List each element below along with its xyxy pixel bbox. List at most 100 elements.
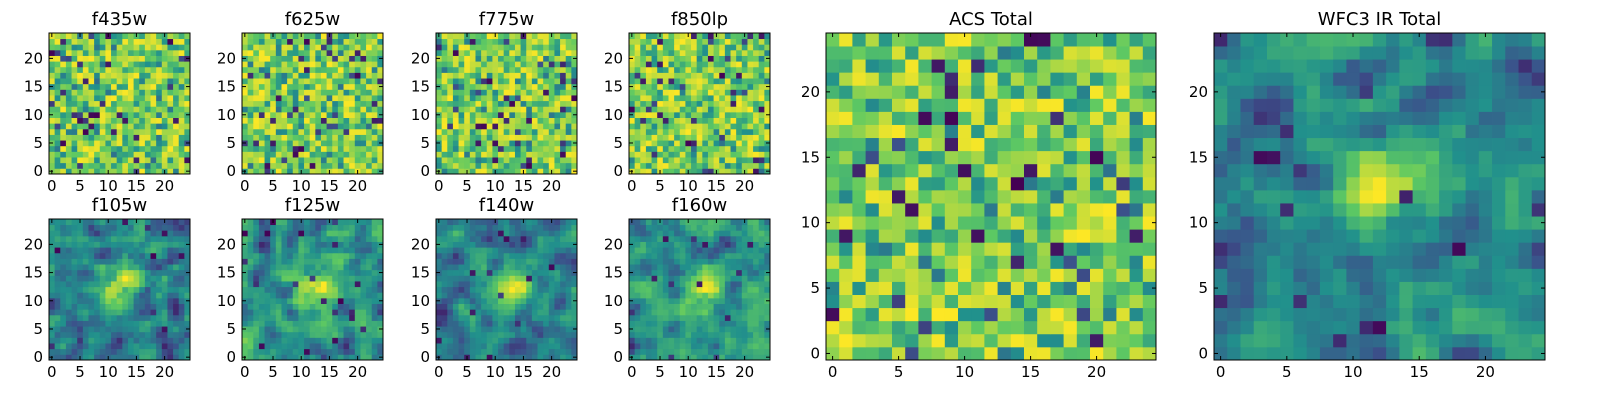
heatmap-cell <box>315 219 322 226</box>
heatmap-cell <box>719 44 726 51</box>
heatmap-cell <box>662 49 669 56</box>
heatmap-cell <box>144 72 151 79</box>
heatmap-cell <box>178 269 185 276</box>
heatmap-cell <box>548 235 555 242</box>
heatmap-cell <box>469 83 476 90</box>
heatmap-cell <box>713 89 720 96</box>
heatmap-cell <box>469 66 476 73</box>
heatmap-cell <box>520 134 527 141</box>
heatmap-cell <box>320 134 327 141</box>
heatmap-cell <box>503 83 510 90</box>
heatmap-cell <box>116 230 123 237</box>
heatmap-cell <box>662 100 669 107</box>
x-tick-label: 0 <box>47 177 57 195</box>
heatmap-cell <box>531 286 538 293</box>
heatmap-cell <box>360 100 367 107</box>
y-tick-label: 10 <box>24 106 43 124</box>
heatmap-cell <box>139 106 146 113</box>
heatmap-cell <box>554 38 561 45</box>
heatmap-cell <box>287 303 294 310</box>
heatmap-cell <box>287 123 294 130</box>
heatmap-cell <box>173 309 180 316</box>
heatmap-cell <box>49 247 56 254</box>
heatmap-cell <box>452 224 459 231</box>
heatmap-cell <box>730 314 737 321</box>
heatmap-cell <box>492 326 499 333</box>
heatmap-cell <box>332 66 339 73</box>
heatmap-cell <box>645 269 652 276</box>
heatmap-cell <box>253 83 260 90</box>
heatmap-cell <box>696 66 703 73</box>
heatmap-cell <box>360 128 367 135</box>
heatmap-cell <box>309 38 316 45</box>
heatmap-cell <box>49 230 56 237</box>
heatmap-cell <box>281 286 288 293</box>
heatmap-cell <box>354 66 361 73</box>
heatmap-cell <box>571 157 578 164</box>
heatmap-cell <box>668 95 675 102</box>
heatmap-cell <box>315 78 322 85</box>
heatmap-cell <box>309 258 316 265</box>
heatmap-cell <box>127 140 134 147</box>
heatmap-cell <box>543 145 550 152</box>
heatmap-cell <box>315 151 322 158</box>
heatmap-cell <box>253 337 260 344</box>
heatmap-cell <box>127 61 134 68</box>
heatmap-cell <box>702 123 709 130</box>
heatmap-cell <box>441 348 448 355</box>
heatmap-cell <box>71 309 78 316</box>
heatmap-cell <box>548 140 555 147</box>
heatmap-cell <box>88 134 95 141</box>
heatmap-cell <box>71 337 78 344</box>
heatmap-cell <box>287 235 294 242</box>
heatmap-cell <box>349 269 356 276</box>
heatmap-cell <box>719 162 726 169</box>
heatmap-cell <box>161 117 168 124</box>
heatmap-cell <box>565 348 572 355</box>
heatmap-cell <box>343 140 350 147</box>
heatmap-cell <box>366 247 373 254</box>
heatmap-cell <box>651 83 658 90</box>
heatmap-cell <box>337 224 344 231</box>
heatmap-cell <box>452 297 459 304</box>
heatmap-cell <box>685 331 692 338</box>
heatmap-cell <box>60 140 67 147</box>
heatmap-cell <box>571 224 578 231</box>
heatmap-cell <box>173 157 180 164</box>
heatmap-cell <box>82 252 89 259</box>
heatmap-cell <box>111 320 118 327</box>
heatmap-cell <box>565 66 572 73</box>
heatmap-cell <box>526 252 533 259</box>
heatmap-cell <box>71 111 78 118</box>
heatmap-cell <box>486 241 493 248</box>
heatmap-cell <box>548 55 555 62</box>
x-tick-label: 15 <box>514 363 533 381</box>
heatmap-cell <box>492 258 499 265</box>
heatmap-cell <box>304 331 311 338</box>
heatmap-cell <box>565 78 572 85</box>
heatmap-cell <box>520 83 527 90</box>
heatmap-cell <box>127 264 134 271</box>
heatmap-cell <box>332 292 339 299</box>
heatmap-cell <box>161 66 168 73</box>
heatmap-cell <box>116 297 123 304</box>
heatmap-cell <box>99 83 106 90</box>
heatmap-cell <box>520 44 527 51</box>
heatmap-cell <box>349 235 356 242</box>
heatmap-cell <box>371 168 378 175</box>
heatmap-cell <box>486 354 493 361</box>
heatmap-cell <box>253 38 260 45</box>
heatmap-cell <box>662 145 669 152</box>
heatmap-cell <box>94 100 101 107</box>
heatmap-cell <box>475 354 482 361</box>
heatmap-cell <box>543 241 550 248</box>
heatmap-cell <box>571 151 578 158</box>
heatmap-cell <box>304 343 311 350</box>
heatmap-cell <box>354 61 361 68</box>
heatmap-cell <box>320 106 327 113</box>
heatmap-cell <box>674 292 681 299</box>
heatmap-cell <box>366 33 373 40</box>
heatmap-cell <box>452 89 459 96</box>
heatmap-cell <box>764 343 771 350</box>
heatmap-cell <box>264 66 271 73</box>
